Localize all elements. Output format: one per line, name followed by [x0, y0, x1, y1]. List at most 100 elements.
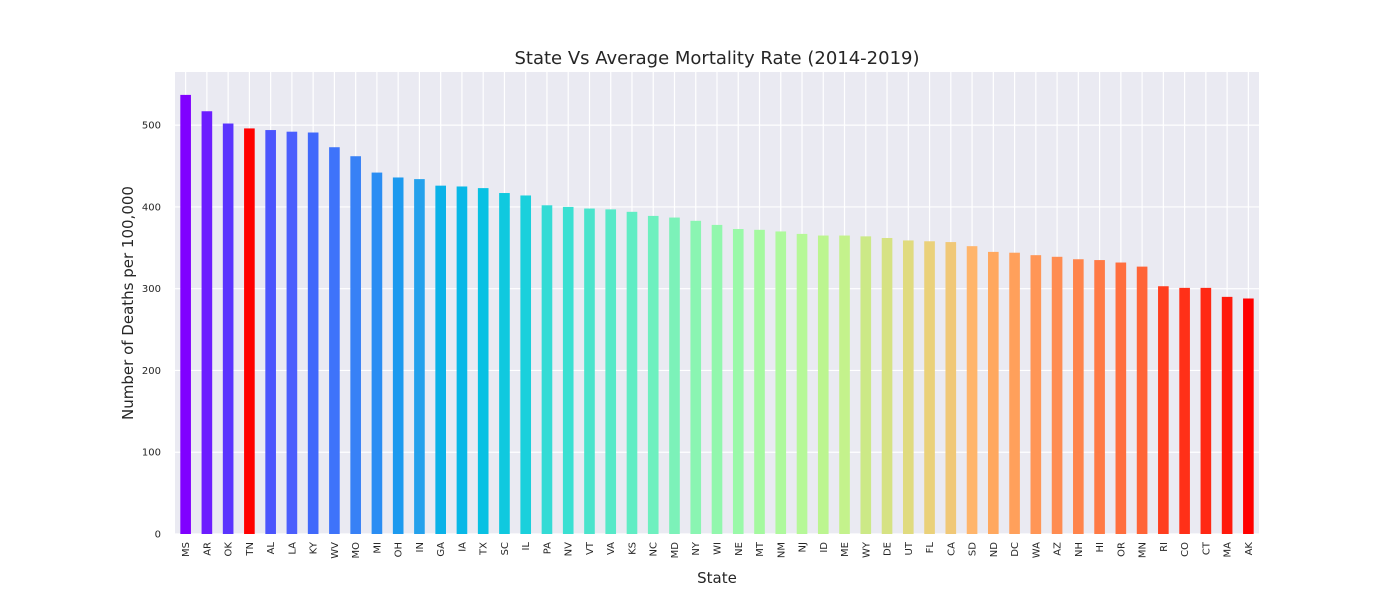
- x-tick-label-pa: PA: [542, 542, 553, 554]
- x-tick-label-wa: WA: [1031, 542, 1042, 558]
- x-tick-label-wi: WI: [713, 542, 724, 555]
- x-tick-label-nm: NM: [776, 542, 787, 558]
- bar-ri: [1158, 286, 1169, 534]
- bar-nm: [775, 231, 787, 534]
- x-tick-label-nc: NC: [649, 542, 660, 556]
- bar-nd: [988, 251, 999, 534]
- x-tick-label-ny: NY: [691, 541, 702, 555]
- x-tick-label-me: ME: [840, 542, 851, 557]
- bar-ks: [626, 211, 638, 535]
- bar-ia: [456, 186, 468, 534]
- bar-oh: [392, 177, 404, 534]
- x-tick-label-id: ID: [819, 542, 830, 553]
- bar-al: [265, 130, 276, 534]
- y-axis-label: Number of Deaths per 100,000: [119, 186, 137, 420]
- bar-me: [839, 235, 850, 534]
- bar-wv: [329, 147, 340, 534]
- bar-ga: [435, 185, 446, 535]
- x-tick-label-or: OR: [1116, 542, 1127, 557]
- x-tick-label-mn: MN: [1138, 542, 1149, 558]
- bar-ky: [307, 132, 319, 534]
- bar-ms: [180, 94, 191, 535]
- bar-nj: [796, 233, 808, 534]
- bar-ut: [902, 240, 914, 534]
- bar-co: [1179, 287, 1190, 534]
- x-tick-label-nd: ND: [989, 542, 1000, 557]
- bar-mi: [371, 172, 383, 534]
- bar-ar: [201, 111, 213, 534]
- x-tick-label-tn: TN: [245, 542, 256, 557]
- chart-title: State Vs Average Mortality Rate (2014-20…: [514, 48, 919, 69]
- y-tick-label: 200: [142, 366, 161, 377]
- x-tick-label-ak: AK: [1244, 542, 1255, 556]
- bar-vt: [584, 208, 595, 534]
- x-tick-label-nh: NH: [1074, 542, 1085, 557]
- x-tick-label-sc: SC: [500, 542, 511, 555]
- x-tick-label-fl: FL: [925, 542, 936, 554]
- x-tick-label-il: IL: [521, 542, 532, 551]
- x-tick-label-mt: MT: [755, 541, 766, 557]
- x-tick-label-ut: UT: [904, 541, 915, 555]
- x-tick-labels: MS AR OK TN AL LA KY WV MO MI OH IN GA IA TX SC IL PA NV VT…: [181, 541, 1255, 559]
- x-tick-label-ok: OK: [224, 542, 235, 557]
- x-tick-label-sd: SD: [968, 542, 979, 556]
- bar-ma: [1221, 296, 1233, 534]
- bar-nv: [562, 206, 574, 534]
- x-tick-label-ky: KY: [309, 541, 320, 554]
- x-tick-label-la: LA: [287, 542, 298, 555]
- bar-ct: [1200, 287, 1212, 534]
- bar-ne: [732, 228, 744, 534]
- x-tick-label-hi: HI: [1095, 542, 1106, 552]
- x-tick-label-ca: CA: [946, 542, 957, 556]
- x-tick-label-ms: MS: [181, 542, 192, 557]
- bar-va: [605, 209, 617, 534]
- y-tick-label: 400: [142, 202, 161, 213]
- y-tick-labels: 0 100 200 300 400 500: [142, 121, 161, 541]
- bar-mn: [1136, 266, 1148, 534]
- x-tick-label-md: MD: [670, 542, 681, 559]
- bar-pa: [541, 205, 553, 534]
- x-tick-label-va: VA: [606, 542, 617, 555]
- bar-ok: [222, 123, 234, 534]
- y-tick-label: 500: [142, 121, 161, 132]
- bar-tx: [477, 188, 489, 534]
- bar-dc: [1009, 252, 1020, 535]
- bar-or: [1115, 262, 1127, 534]
- bar-fl: [924, 241, 935, 534]
- bar-nh: [1073, 259, 1084, 534]
- bar-il: [520, 195, 532, 534]
- bar-de: [881, 237, 893, 534]
- bar-mt: [754, 229, 765, 535]
- x-tick-label-oh: OH: [394, 542, 405, 557]
- x-tick-label-ri: RI: [1159, 542, 1170, 552]
- x-tick-label-ga: GA: [436, 542, 447, 557]
- x-tick-label-nj: NJ: [798, 542, 809, 552]
- y-tick-label: 100: [142, 448, 161, 459]
- bar-wy: [860, 236, 872, 534]
- bar-la: [286, 131, 298, 535]
- y-tick-label: 0: [155, 530, 161, 541]
- bar-sd: [966, 246, 978, 534]
- x-tick-label-mi: MI: [372, 542, 383, 554]
- bar-az: [1051, 256, 1063, 534]
- x-tick-label-az: AZ: [1053, 542, 1064, 556]
- x-tick-label-de: DE: [883, 542, 894, 556]
- x-tick-label-nv: NV: [564, 542, 575, 556]
- bar-hi: [1094, 260, 1105, 534]
- x-axis-label: State: [697, 569, 737, 587]
- bar-mo: [350, 156, 361, 534]
- x-tick-label-ar: AR: [202, 542, 213, 556]
- x-tick-label-in: IN: [415, 542, 426, 552]
- x-tick-label-ia: IA: [457, 542, 468, 552]
- x-tick-label-dc: DC: [1010, 542, 1021, 557]
- y-tick-label: 300: [142, 284, 161, 295]
- x-tick-label-vt: VT: [585, 541, 596, 555]
- x-tick-label-co: CO: [1180, 542, 1191, 557]
- x-tick-label-tx: TX: [479, 542, 490, 556]
- bar-id: [817, 235, 829, 534]
- bars: [180, 94, 1254, 535]
- bar-ny: [690, 220, 702, 535]
- bar-wa: [1030, 255, 1042, 534]
- bar-nc: [647, 215, 659, 534]
- bar-in: [414, 179, 425, 534]
